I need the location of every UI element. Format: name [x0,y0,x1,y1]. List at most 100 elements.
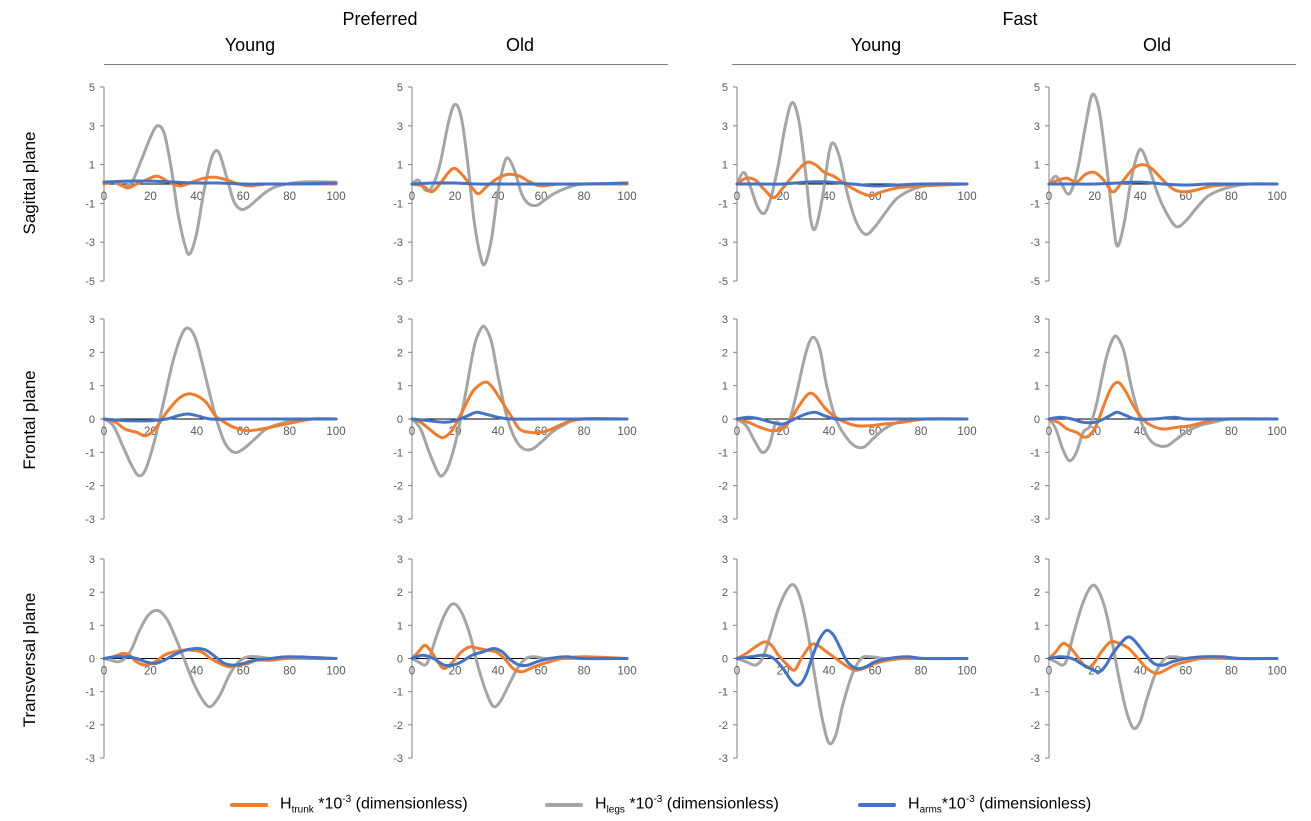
x-tick-label: 80 [915,191,928,203]
y-tick-label: 0 [397,414,403,426]
x-tick-label: 40 [1134,666,1147,678]
y-tick-label: -1 [85,198,95,210]
series-line-trunk [102,392,338,438]
series-line-legs [410,102,629,267]
legend-swatch-arms [858,802,896,807]
y-tick-label: -2 [718,720,728,732]
series-line-trunk [410,380,629,440]
x-tick-label: 80 [915,426,928,438]
legend-item-trunk: Htrunk *10-3 (dimensionless) [230,794,468,816]
x-tick-label: 80 [283,191,296,203]
y-tick-label: 0 [1034,414,1040,426]
series-line-arms [1047,180,1279,187]
y-tick-label: -3 [718,237,728,249]
x-tick-label: 80 [578,666,591,678]
x-tick-label: 100 [617,191,636,203]
y-tick-label: 0 [89,414,95,426]
y-tick-label: 1 [89,620,95,632]
series-line-trunk [1047,380,1279,439]
y-tick-label: -2 [718,481,728,493]
x-tick-label: 0 [101,426,107,438]
x-tick-label: 40 [190,191,203,203]
y-tick-label: -2 [393,720,403,732]
y-tick-label: -5 [718,276,728,288]
header-rule-fast [732,64,1296,65]
column-header-fast-old: Old [1142,35,1171,55]
series-line-arms [735,180,969,188]
x-tick-label: 80 [1225,426,1238,438]
x-tick-label: 0 [734,191,740,203]
x-tick-label: 40 [823,191,836,203]
series-line-legs [102,124,338,256]
x-tick-label: 100 [326,666,345,678]
y-tick-label: -1 [85,447,95,459]
y-tick-label: 2 [1034,347,1040,359]
y-tick-label: 1 [1034,620,1040,632]
y-tick-label: 3 [722,314,728,326]
y-tick-label: 3 [89,314,95,326]
panel-sagittal-preferred-old: 531-1-3-50 20 40 60 80 100 [393,82,636,288]
x-tick-label: 40 [492,426,505,438]
series-line-legs [735,583,969,746]
y-tick-label: 0 [89,654,95,666]
x-tick-label: 60 [535,666,548,678]
y-tick-label: 3 [1034,314,1040,326]
y-tick-label: 2 [722,347,728,359]
x-tick-label: 60 [1179,191,1192,203]
x-tick-label: 100 [326,426,345,438]
y-tick-label: 1 [722,620,728,632]
x-tick-label: 0 [734,426,740,438]
group-header-fast: Fast [1002,9,1038,29]
y-tick-label: -1 [1030,447,1040,459]
y-tick-label: 1 [397,620,403,632]
x-tick-label: 0 [101,191,107,203]
y-tick-label: 3 [722,554,728,566]
y-tick-label: 0 [722,414,728,426]
y-tick-label: -1 [85,687,95,699]
legend-label-trunk: Htrunk *10-3 (dimensionless) [280,794,468,816]
y-tick-label: 5 [397,82,403,94]
x-tick-label: 100 [1267,426,1286,438]
x-tick-label: 40 [190,666,203,678]
x-tick-label: 40 [823,666,836,678]
series-line-trunk [1047,639,1279,675]
x-tick-label: 20 [1088,191,1101,203]
series-line-arms [1047,410,1279,425]
y-tick-label: -1 [718,198,728,210]
legend-item-arms: Harms*10-3 (dimensionless) [858,794,1091,816]
y-tick-label: -1 [718,447,728,459]
x-tick-label: 20 [144,666,157,678]
x-tick-label: 60 [1179,666,1192,678]
y-tick-label: 1 [722,381,728,393]
series-line-arms [102,412,338,423]
x-tick-label: 80 [1225,666,1238,678]
y-tick-label: 2 [89,587,95,599]
y-tick-label: 3 [397,554,403,566]
x-tick-label: 0 [101,666,107,678]
y-tick-label: -3 [393,237,403,249]
panel-transversal-preferred-old: 3 2 1 0 -1 -2 -3 0 20 40 60 80 100 [393,554,636,765]
x-tick-label: 0 [409,191,415,203]
header-rule-preferred [104,64,668,65]
y-tick-label: 3 [1034,554,1040,566]
x-tick-label: 20 [449,191,462,203]
y-tick-label: -3 [85,753,95,765]
x-tick-label: 100 [1267,666,1286,678]
y-tick-label: -5 [85,276,95,288]
y-tick-label: -3 [393,514,403,526]
x-tick-label: 40 [823,426,836,438]
y-tick-label: 3 [1034,121,1040,133]
y-tick-label: -5 [393,276,403,288]
x-tick-label: 40 [492,666,505,678]
y-tick-label: 0 [1034,654,1040,666]
series-line-trunk [735,160,969,200]
panel-sagittal-fast-old: 5 3 1 -1 -3 -5 0 20 40 60 80 100 [1030,82,1286,288]
x-tick-label: 60 [869,666,882,678]
y-tick-label: -3 [718,753,728,765]
x-tick-label: 60 [237,191,250,203]
